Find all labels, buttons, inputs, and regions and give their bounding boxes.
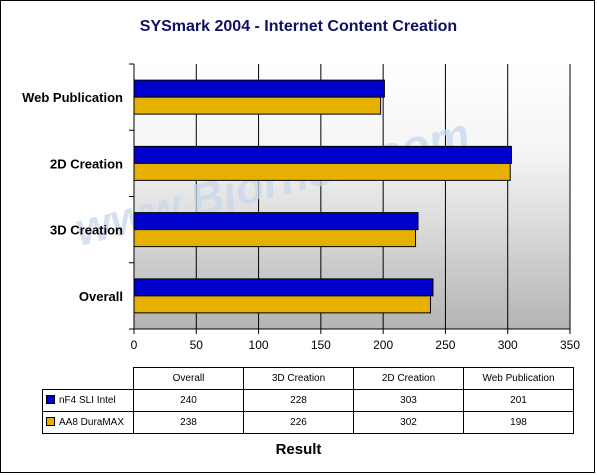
bar [133, 278, 434, 297]
bar [133, 162, 511, 181]
data-table-row: AA8 DuraMAX 238 226 302 198 [42, 411, 574, 434]
y-tick-label: Web Publication [22, 90, 123, 105]
bar [133, 212, 419, 231]
x-axis-label: Result [275, 441, 322, 458]
chart-title: SYSmark 2004 - Internet Content Creation [139, 18, 458, 35]
bar [133, 96, 382, 115]
data-table-cell: 228 [243, 389, 354, 412]
y-tick-label: 3D Creation [50, 223, 123, 238]
x-tick-label: 150 [311, 338, 331, 352]
x-tick-label: 300 [498, 338, 518, 352]
x-tick-label: 350 [560, 338, 580, 352]
x-tick-label: 50 [190, 338, 204, 352]
y-tick-label: 2D Creation [50, 156, 123, 171]
data-table-header-cell: Web Publication [463, 367, 574, 390]
data-table-cell: 201 [463, 389, 574, 412]
x-tick-label: 250 [435, 338, 455, 352]
legend-entry: nF4 SLI Intel [42, 389, 134, 412]
x-tick-label: 200 [373, 338, 393, 352]
legend-label: nF4 SLI Intel [59, 395, 116, 406]
data-table-header: Overall 3D Creation 2D Creation Web Publ… [43, 367, 574, 390]
legend-label: AA8 DuraMAX [59, 417, 125, 428]
data-table-header-cell: 2D Creation [353, 367, 464, 390]
bar [133, 229, 417, 248]
data-table-cell: 302 [353, 411, 464, 434]
bar [133, 79, 385, 98]
legend-entry: AA8 DuraMAX [42, 411, 134, 434]
bar [133, 295, 431, 314]
x-tick-label: 0 [131, 338, 138, 352]
legend-swatch [46, 417, 55, 426]
legend-swatch [46, 395, 55, 404]
data-table-cell: 240 [133, 389, 244, 412]
y-tick-label: Overall [79, 289, 123, 304]
data-table: Overall 3D Creation 2D Creation Web Publ… [42, 367, 574, 434]
data-table-header-cell: 3D Creation [243, 367, 354, 390]
data-table-cell: 226 [243, 411, 354, 434]
data-table-row: nF4 SLI Intel 240 228 303 201 [42, 389, 574, 412]
data-table-header-cell: Overall [133, 367, 244, 390]
data-table-cell: 198 [463, 411, 574, 434]
data-table-cell: 238 [133, 411, 244, 434]
bar [133, 145, 512, 164]
x-tick-label: 100 [249, 338, 269, 352]
data-table-cell: 303 [353, 389, 464, 412]
